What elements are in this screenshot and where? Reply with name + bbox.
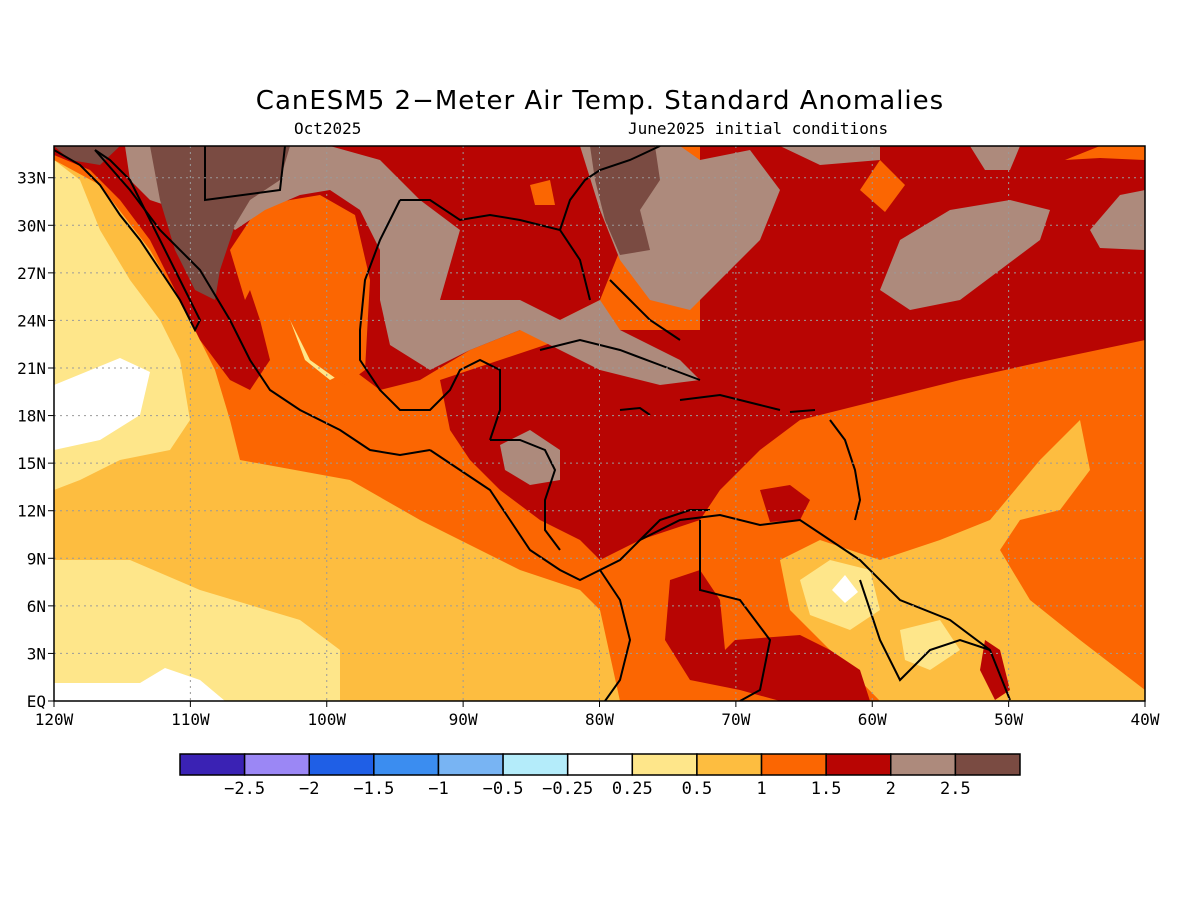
coastline-florida (559, 146, 661, 231)
lon-tick-label: 80W (585, 710, 614, 729)
lat-tick-label: 21N (17, 359, 46, 378)
lat-tick-label: 27N (17, 264, 46, 283)
forecast-month-label: Oct2025 (294, 119, 362, 138)
anomaly-region-2-2.5-atlantic-north (780, 146, 880, 165)
lon-tick-label: 100W (307, 710, 346, 729)
border-guianas (859, 579, 991, 682)
lat-tick-label: EQ (27, 692, 46, 711)
anomaly-region-1.5-2-venezuela (665, 570, 870, 701)
coastline-baja (54, 149, 202, 333)
coastline-us-gulf (400, 199, 591, 301)
colorbar-swatch (954, 753, 1021, 776)
anomaly-region-1-1.5-florida (530, 180, 555, 205)
longitude-axis: 120W 110W 100W 90W 80W 70W 60W 50W 40W (35, 710, 1160, 729)
colorbar-label: 2.5 (940, 779, 971, 799)
colorbar-swatch (760, 753, 827, 776)
coastline-layer (54, 146, 1011, 701)
lat-tick-label: 18N (17, 407, 46, 426)
lat-tick-label: 9N (27, 549, 46, 568)
anomaly-region-near-zero-south (54, 668, 225, 701)
anomaly-region-0.5-1-pacific (54, 160, 620, 701)
lat-tick-label: 3N (27, 644, 46, 663)
axis-ticks (48, 177, 1146, 707)
border-us-mexico (204, 146, 286, 202)
colorbar-label: −2.5 (224, 779, 265, 799)
colorbar-swatch (243, 753, 310, 776)
anomaly-region-0.25-0.5-south (54, 560, 340, 701)
latitude-axis: 33N 30N 27N 24N 21N 18N 15N 12N 9N 6N 3N EQ (17, 169, 46, 711)
coastline-central-america (429, 449, 710, 582)
lat-tick-label: 30N (17, 216, 46, 235)
lesser-antilles-islands (829, 419, 862, 521)
colorbar-swatch (696, 753, 763, 776)
colorbar-swatch (502, 753, 569, 776)
coastline-mexico-west (94, 149, 431, 457)
colorbar-label: 2 (886, 779, 896, 799)
colorbar-swatch (437, 753, 504, 776)
lon-tick-label: 50W (994, 710, 1023, 729)
anomaly-region-above-2.5-southeast (590, 146, 660, 255)
hispaniola-island (679, 393, 781, 411)
colorbar-swatch (179, 753, 246, 776)
coastline-south-america-north (639, 513, 1011, 701)
anomaly-region-2-2.5-atlantic-east (1090, 190, 1145, 250)
lon-tick-label: 60W (858, 710, 887, 729)
anomaly-region-1.5-2-barbados (760, 485, 810, 522)
colorbar-swatch (308, 753, 375, 776)
lon-tick-label: 90W (449, 710, 478, 729)
colorbar-swatch (373, 753, 440, 776)
anomaly-region-2-2.5-honduras (500, 430, 560, 485)
anomaly-region-near-zero-guiana (832, 575, 858, 603)
bahamas-islands (609, 279, 681, 341)
anomaly-region-2-2.5-texas (125, 146, 700, 385)
map-grid (54, 146, 1145, 701)
anomaly-fill-layer (54, 146, 1145, 701)
colorbar-label: −2 (299, 779, 319, 799)
colorbar-swatch (631, 753, 698, 776)
anomaly-region-2-2.5-atlantic-ne (970, 146, 1020, 170)
anomaly-region-1-1.5-atlantic-north (860, 160, 905, 212)
anomaly-region-0.25-0.5-brazil (900, 620, 960, 670)
lat-tick-label: 24N (17, 311, 46, 330)
cuba-island (539, 338, 701, 381)
anomaly-region-1-1.5-mexico-inner (230, 195, 370, 385)
lat-tick-label: 12N (17, 502, 46, 521)
lat-tick-label: 6N (27, 597, 46, 616)
puerto-rico-island (789, 409, 816, 413)
anomaly-region-0.5-1-atlantic (780, 420, 1145, 701)
coastline-caribbean-side (490, 439, 561, 551)
colorbar (179, 753, 1021, 776)
coastline-mexico-gulf (359, 199, 501, 441)
anomaly-region-near-zero-pacific (54, 358, 150, 450)
lon-tick-label: 40W (1131, 710, 1160, 729)
colorbar-swatch (825, 753, 892, 776)
colorbar-swatch (566, 753, 634, 776)
lat-tick-label: 33N (17, 169, 46, 188)
colorbar-label: 1 (756, 779, 766, 799)
anomaly-region-2-2.5-atlantic-mid (880, 200, 1050, 310)
colorbar-label: −1 (428, 779, 448, 799)
border-venezuela (699, 520, 772, 701)
anomaly-region-above-2.5-southwest (150, 146, 290, 300)
anomaly-region-1.5-2-suriname (980, 640, 1010, 700)
colorbar-label: 0.25 (612, 779, 653, 799)
colorbar-label: −0.25 (542, 779, 593, 799)
colorbar-label: 0.5 (682, 779, 713, 799)
chart-title: CanESM5 2−Meter Air Temp. Standard Anoma… (255, 86, 945, 116)
initial-conditions-label: June2025 initial conditions (628, 119, 889, 138)
lat-tick-label: 15N (17, 454, 46, 473)
coastline-colombia (599, 569, 632, 701)
lon-tick-label: 110W (171, 710, 210, 729)
islands-layer (539, 279, 862, 521)
colorbar-labels: −2.5 −2 −1.5 −1 −0.5 −0.25 0.25 0.5 1 1.5 2 2.5 (224, 779, 971, 799)
colorbar-label: 1.5 (811, 779, 842, 799)
colorbar-label: −0.5 (483, 779, 524, 799)
colorbar-swatch (890, 753, 957, 776)
jamaica-island (619, 406, 651, 416)
lon-tick-label: 120W (35, 710, 74, 729)
lon-tick-label: 70W (721, 710, 750, 729)
anomaly-region-1-1.5-atlantic-east (1065, 146, 1145, 160)
colorbar-label: −1.5 (353, 779, 394, 799)
